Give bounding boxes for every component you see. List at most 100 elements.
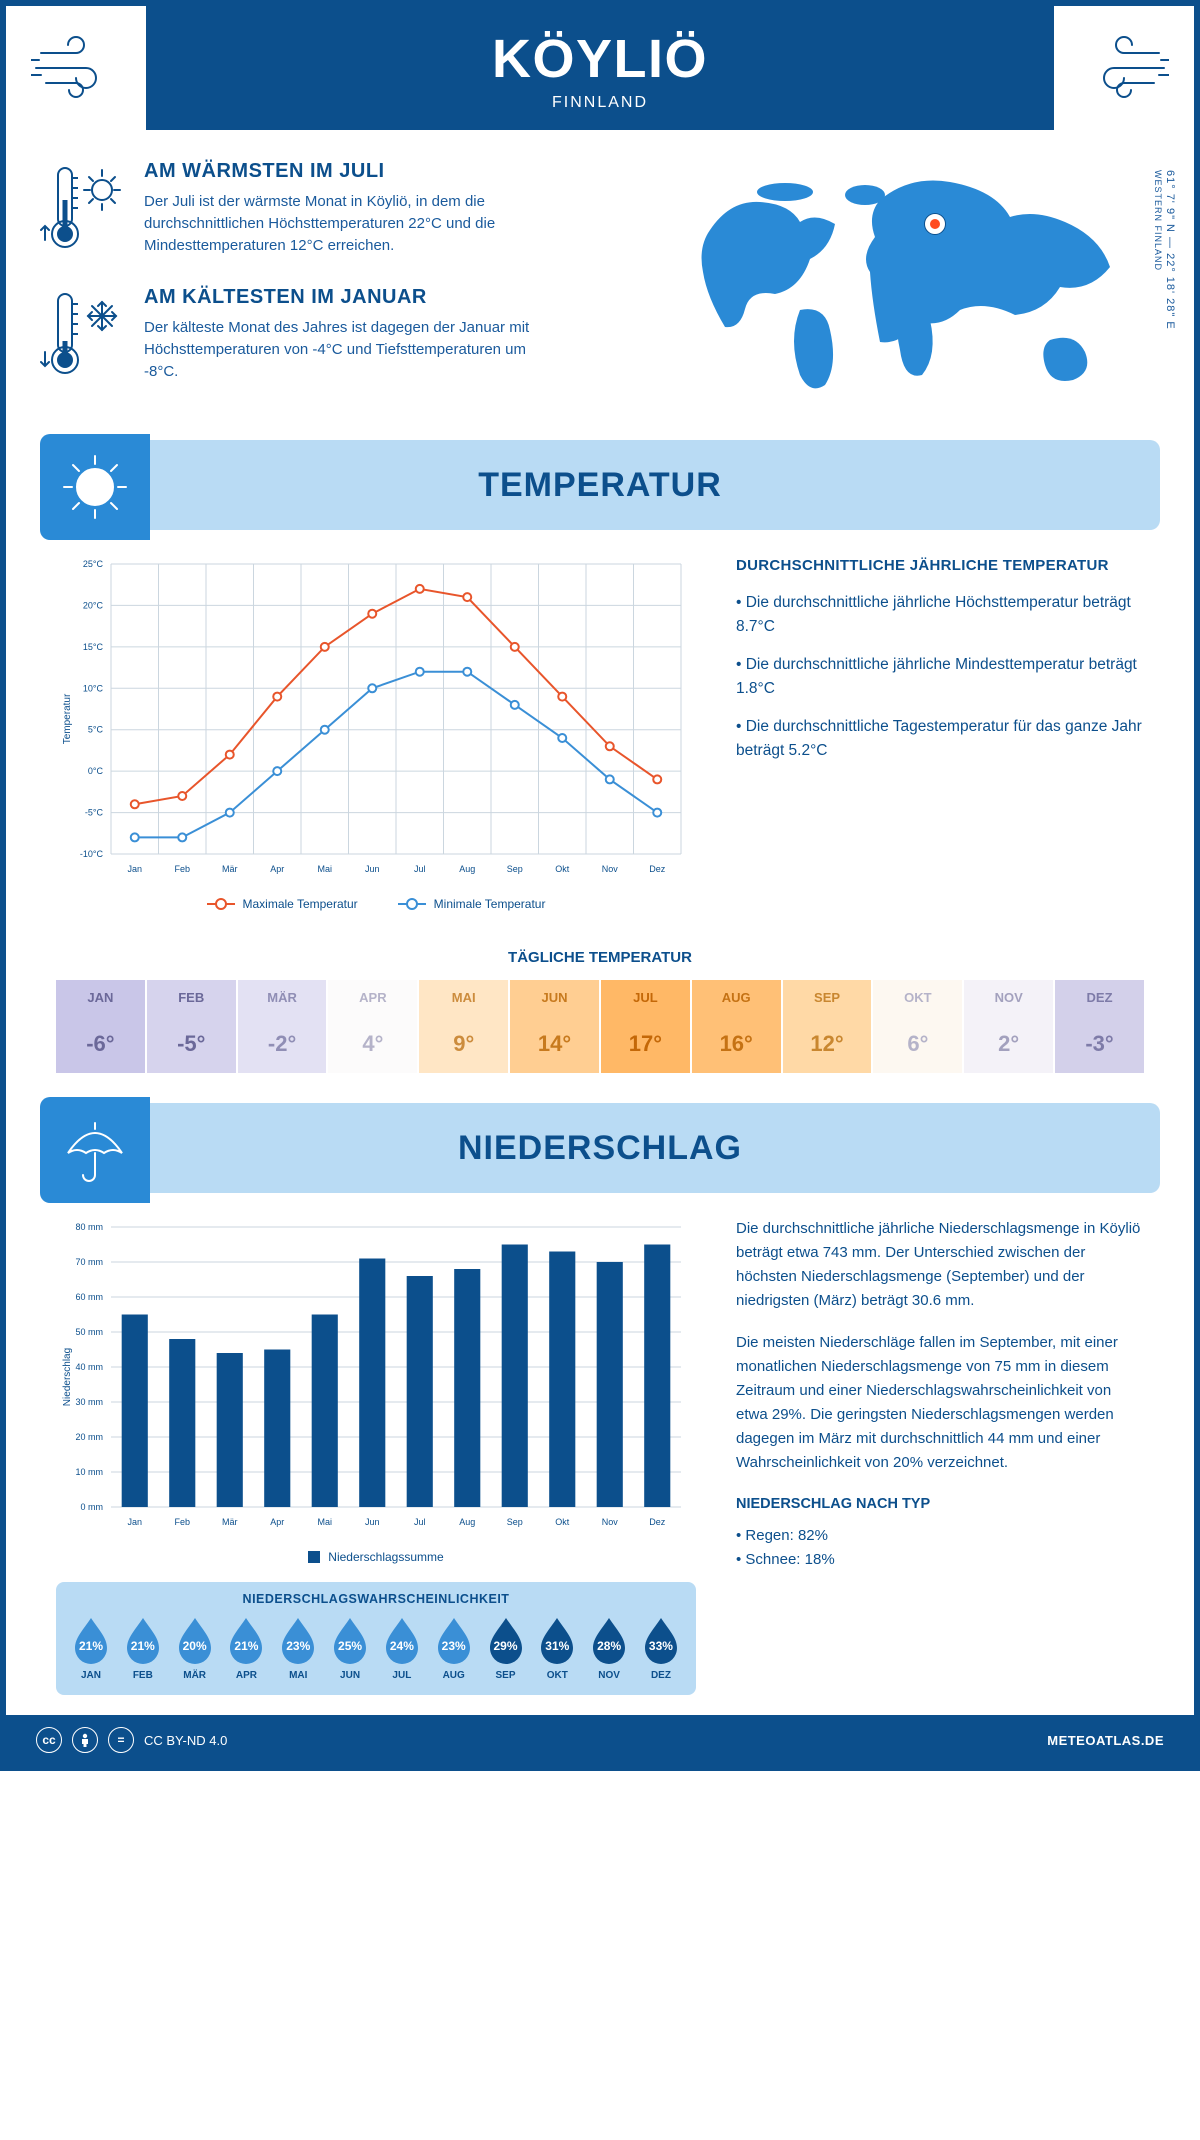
svg-text:Apr: Apr xyxy=(270,864,284,874)
thermometer-sun-icon xyxy=(40,160,126,260)
svg-text:Niederschlag: Niederschlag xyxy=(62,1348,73,1406)
temp-cell: MAI 9° xyxy=(419,980,508,1073)
temp-cell: NOV 2° xyxy=(964,980,1053,1073)
prob-drop: 21% FEB xyxy=(120,1616,166,1681)
temperature-heading: TEMPERATUR xyxy=(478,466,722,505)
prob-drop: 23% AUG xyxy=(431,1616,477,1681)
prob-drop: 23% MAI xyxy=(275,1616,321,1681)
nd-icon: = xyxy=(108,1727,134,1753)
warmest-heading: AM WÄRMSTEN IM JULI xyxy=(144,160,564,183)
svg-text:20 mm: 20 mm xyxy=(75,1432,103,1442)
svg-text:80 mm: 80 mm xyxy=(75,1222,103,1232)
daily-temp-table: JAN -6°FEB -5°MÄR -2°APR 4°MAI 9°JUN 14°… xyxy=(56,980,1144,1073)
svg-text:Dez: Dez xyxy=(649,864,666,874)
svg-text:Sep: Sep xyxy=(507,1517,523,1527)
temp-cell: APR 4° xyxy=(328,980,417,1073)
svg-text:10°C: 10°C xyxy=(83,683,104,693)
svg-text:Jul: Jul xyxy=(414,864,426,874)
svg-text:Sep: Sep xyxy=(507,864,523,874)
svg-text:0°C: 0°C xyxy=(88,766,104,776)
precip-heading: NIEDERSCHLAG xyxy=(458,1129,742,1168)
precip-bar-chart: 0 mm10 mm20 mm30 mm40 mm50 mm60 mm70 mm8… xyxy=(56,1217,696,1537)
svg-text:-5°C: -5°C xyxy=(85,808,104,818)
precip-row: 0 mm10 mm20 mm30 mm40 mm50 mm60 mm70 mm8… xyxy=(6,1217,1194,1715)
temperature-summary: DURCHSCHNITTLICHE JÄHRLICHE TEMPERATUR •… xyxy=(736,554,1144,911)
svg-text:Jul: Jul xyxy=(414,1517,426,1527)
wind-icon xyxy=(6,6,146,130)
svg-text:Okt: Okt xyxy=(555,864,570,874)
temp-cell: FEB -5° xyxy=(147,980,236,1073)
prob-drop: 21% APR xyxy=(223,1616,269,1681)
prob-drop: 29% SEP xyxy=(483,1616,529,1681)
svg-text:Aug: Aug xyxy=(459,864,475,874)
svg-text:60 mm: 60 mm xyxy=(75,1292,103,1302)
warmest-text: Der Juli ist der wärmste Monat in Köyliö… xyxy=(144,191,564,256)
prob-drop: 28% NOV xyxy=(586,1616,632,1681)
temp-cell: JUN 14° xyxy=(510,980,599,1073)
license-text: CC BY-ND 4.0 xyxy=(144,1733,227,1748)
by-icon xyxy=(72,1727,98,1753)
temp-legend: Maximale Temperatur Minimale Temperatur xyxy=(56,897,696,911)
temp-cell: SEP 12° xyxy=(783,980,872,1073)
intro-section: AM WÄRMSTEN IM JULI Der Juli ist der wär… xyxy=(6,130,1194,422)
coordinates: 61° 7' 9" N — 22° 18' 28" E WESTERN FINL… xyxy=(1152,170,1176,330)
coldest-text: Der kälteste Monat des Jahres ist dagege… xyxy=(144,317,564,382)
temperature-banner: TEMPERATUR xyxy=(40,440,1160,530)
country-subtitle: FINNLAND xyxy=(6,94,1194,112)
svg-text:Jun: Jun xyxy=(365,864,380,874)
prob-drop: 31% OKT xyxy=(534,1616,580,1681)
sun-icon xyxy=(40,434,150,540)
precip-text: Die durchschnittliche jährliche Niedersc… xyxy=(736,1217,1144,1695)
svg-text:Mai: Mai xyxy=(317,864,332,874)
svg-text:Mär: Mär xyxy=(222,1517,238,1527)
precip-legend: Niederschlagssumme xyxy=(56,1550,696,1564)
thermometer-snow-icon xyxy=(40,286,126,386)
svg-text:20°C: 20°C xyxy=(83,600,104,610)
temp-cell: DEZ -3° xyxy=(1055,980,1144,1073)
svg-text:Mär: Mär xyxy=(222,864,238,874)
svg-text:15°C: 15°C xyxy=(83,642,104,652)
svg-text:Aug: Aug xyxy=(459,1517,475,1527)
temperature-line-chart: -10°C -5°C 0°C 5°C 10°C 15°C 20°C 25°C Jan Feb Mär… xyxy=(56,554,696,884)
svg-text:Feb: Feb xyxy=(174,1517,190,1527)
world-map xyxy=(680,160,1160,405)
daily-temp-heading: TÄGLICHE TEMPERATUR xyxy=(6,949,1194,966)
svg-text:Temperatur: Temperatur xyxy=(62,693,73,744)
svg-text:5°C: 5°C xyxy=(88,725,104,735)
svg-text:30 mm: 30 mm xyxy=(75,1397,103,1407)
svg-text:25°C: 25°C xyxy=(83,559,104,569)
wind-icon xyxy=(1054,6,1194,130)
svg-text:Nov: Nov xyxy=(602,864,619,874)
precip-prob-box: NIEDERSCHLAGSWAHRSCHEINLICHKEIT 21% JAN … xyxy=(56,1582,696,1695)
svg-text:Okt: Okt xyxy=(555,1517,570,1527)
svg-text:-10°C: -10°C xyxy=(80,849,104,859)
svg-text:Feb: Feb xyxy=(174,864,190,874)
svg-text:50 mm: 50 mm xyxy=(75,1327,103,1337)
temp-cell: OKT 6° xyxy=(873,980,962,1073)
prob-drop: 33% DEZ xyxy=(638,1616,684,1681)
site-name: METEOATLAS.DE xyxy=(1047,1733,1164,1748)
page-header: KÖYLIÖ FINNLAND xyxy=(6,6,1194,130)
precip-banner: NIEDERSCHLAG xyxy=(40,1103,1160,1193)
temperature-row: -10°C -5°C 0°C 5°C 10°C 15°C 20°C 25°C Jan Feb Mär… xyxy=(6,554,1194,921)
map-pin-icon xyxy=(925,214,945,234)
svg-text:Jan: Jan xyxy=(127,864,142,874)
cc-icon: cc xyxy=(36,1727,62,1753)
svg-text:Jun: Jun xyxy=(365,1517,380,1527)
svg-text:Dez: Dez xyxy=(649,1517,666,1527)
prob-drop: 24% JUL xyxy=(379,1616,425,1681)
city-title: KÖYLIÖ xyxy=(6,28,1194,90)
svg-text:0 mm: 0 mm xyxy=(81,1502,104,1512)
svg-text:70 mm: 70 mm xyxy=(75,1257,103,1267)
svg-text:Nov: Nov xyxy=(602,1517,619,1527)
svg-text:Apr: Apr xyxy=(270,1517,284,1527)
temp-cell: MÄR -2° xyxy=(238,980,327,1073)
umbrella-icon xyxy=(40,1097,150,1203)
prob-drop: 21% JAN xyxy=(68,1616,114,1681)
page-footer: cc = CC BY-ND 4.0 METEOATLAS.DE xyxy=(6,1715,1194,1765)
prob-drop: 25% JUN xyxy=(327,1616,373,1681)
svg-text:Jan: Jan xyxy=(127,1517,142,1527)
svg-text:Mai: Mai xyxy=(317,1517,332,1527)
coldest-heading: AM KÄLTESTEN IM JANUAR xyxy=(144,286,564,309)
temp-cell: JUL 17° xyxy=(601,980,690,1073)
